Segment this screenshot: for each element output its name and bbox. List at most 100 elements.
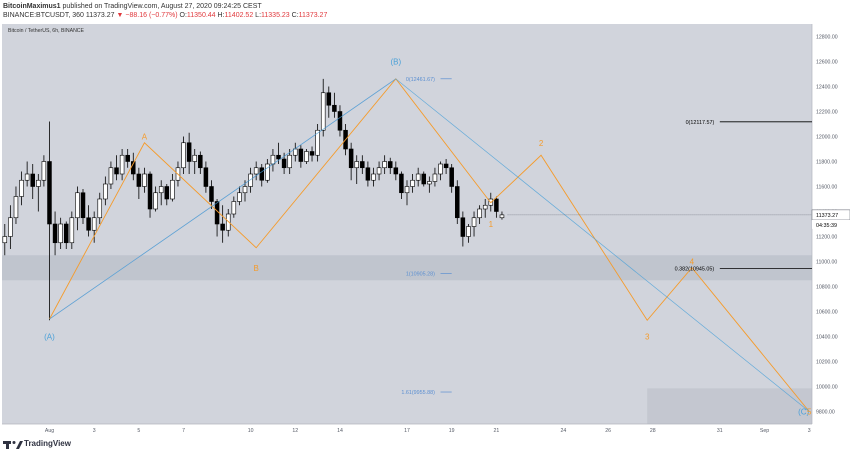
candle-body bbox=[63, 223, 69, 244]
candle-body bbox=[119, 154, 125, 175]
publish-info: published on TradingView.com, August 27,… bbox=[62, 3, 262, 10]
y-tick-label: 11000.00 bbox=[816, 260, 837, 266]
candle-body bbox=[248, 173, 253, 187]
candle-body bbox=[164, 186, 170, 200]
candle-body bbox=[8, 217, 13, 237]
candle-body bbox=[181, 142, 186, 169]
price-chart[interactable]: 12800.00 12600.00 12400.00 12200.00 12000.00… bbox=[0, 24, 850, 436]
right-level-label: 0(12117.57) bbox=[686, 120, 715, 126]
x-tick-label: 19 bbox=[449, 428, 455, 434]
author-name[interactable]: BitcoinMaximus1 bbox=[3, 3, 61, 10]
candle-body bbox=[404, 186, 410, 194]
candle-body bbox=[108, 167, 114, 185]
candle-body bbox=[309, 151, 315, 156]
candle-body bbox=[114, 167, 119, 175]
candle-body bbox=[482, 204, 488, 210]
x-tick-label: 28 bbox=[650, 428, 656, 434]
candle-body bbox=[80, 192, 86, 219]
x-tick-label: 10 bbox=[248, 428, 254, 434]
candle-body bbox=[69, 217, 75, 244]
candle-body bbox=[153, 192, 158, 210]
candle-body bbox=[36, 179, 41, 187]
ohlc-line: BINANCE:BTCUSDT, 360 11373.27 ▼ −88.16 (… bbox=[3, 11, 327, 20]
candle-body bbox=[103, 183, 108, 200]
fib-level-label: 1(10905.28) bbox=[406, 271, 435, 277]
target-zone bbox=[647, 388, 812, 424]
candle-body bbox=[298, 148, 304, 162]
y-tick-label: 10600.00 bbox=[816, 310, 838, 316]
y-tick-label: 9800.00 bbox=[816, 410, 835, 416]
candle-body bbox=[2, 236, 8, 244]
last-price-label: 11373.27 bbox=[816, 213, 838, 219]
tradingview-brand[interactable]: TradingView bbox=[24, 439, 71, 448]
candle-body bbox=[315, 129, 320, 156]
candle-body bbox=[427, 181, 432, 185]
candle-body bbox=[376, 167, 382, 175]
candle-body bbox=[304, 151, 309, 162]
candle-body bbox=[231, 201, 237, 215]
footer: TradingView bbox=[0, 436, 200, 453]
candle-body bbox=[52, 223, 58, 244]
chart-area[interactable]: 12800.00 12600.00 12400.00 12200.00 12000.00… bbox=[0, 24, 850, 444]
x-tick-label: 5 bbox=[137, 428, 140, 434]
plot-background bbox=[2, 24, 812, 424]
candle-body bbox=[170, 179, 175, 200]
candle-body bbox=[348, 148, 354, 169]
candle-body bbox=[186, 142, 192, 162]
candle-body bbox=[97, 198, 103, 219]
candle-body bbox=[259, 167, 265, 181]
chart-title: Bitcoin / TetherUS, 6h, BINANCE bbox=[8, 28, 85, 34]
candle-body bbox=[438, 163, 443, 175]
x-tick-label: 17 bbox=[404, 428, 410, 434]
candle-body bbox=[225, 213, 231, 231]
x-tick-label: 31 bbox=[717, 428, 723, 434]
y-tick-label: 10000.00 bbox=[816, 385, 838, 391]
candle-body bbox=[276, 154, 281, 160]
candle-body bbox=[30, 173, 35, 187]
candle-body bbox=[158, 186, 164, 194]
x-tick-label: Sep bbox=[760, 428, 769, 434]
candle-body bbox=[477, 208, 482, 219]
countdown-label: 04:35:39 bbox=[816, 223, 837, 229]
y-tick-label: 12200.00 bbox=[816, 110, 838, 116]
candle-body bbox=[365, 167, 371, 181]
tradingview-logo-icon bbox=[3, 441, 23, 449]
candle-body bbox=[203, 167, 209, 187]
y-tick-label: 11200.00 bbox=[816, 235, 837, 241]
candle-body bbox=[393, 167, 399, 175]
high-value: 11402.52 bbox=[224, 12, 254, 19]
candle-body bbox=[13, 196, 19, 219]
candle-body bbox=[415, 173, 421, 181]
last-price-text: 11373.27 bbox=[85, 12, 115, 19]
candle-body bbox=[449, 167, 454, 187]
candle-body bbox=[198, 154, 203, 169]
candle-body bbox=[147, 173, 153, 210]
low-label: L: bbox=[255, 12, 262, 19]
candle-body bbox=[471, 217, 477, 227]
x-tick-label: 3 bbox=[93, 428, 96, 434]
candle-body bbox=[47, 161, 52, 225]
wave-label-orange: 5 bbox=[807, 408, 812, 417]
candle-body bbox=[360, 161, 365, 169]
close-value: 11373.27 bbox=[298, 12, 328, 19]
fib-level-label: 1.61(9955.88) bbox=[401, 390, 435, 396]
wave-label-orange: B bbox=[254, 264, 259, 273]
support-zone bbox=[2, 255, 812, 281]
wave-label-orange: 1 bbox=[489, 220, 494, 229]
candle-body bbox=[387, 161, 393, 169]
wave-label-blue: (A) bbox=[44, 333, 55, 342]
x-tick-label: 12 bbox=[292, 428, 298, 434]
x-tick-label: 21 bbox=[493, 428, 499, 434]
candle-body bbox=[432, 173, 438, 182]
y-tick-label: 11600.00 bbox=[816, 185, 837, 191]
candle-body bbox=[455, 186, 460, 219]
wave-label-orange: 3 bbox=[645, 333, 650, 342]
y-tick-label: 11800.00 bbox=[816, 160, 837, 166]
y-tick-label: 12600.00 bbox=[816, 60, 838, 66]
candle-body bbox=[24, 173, 30, 181]
high-label: H: bbox=[217, 12, 225, 19]
blue-wave-path bbox=[49, 78, 810, 412]
candle-body bbox=[136, 173, 142, 187]
low-value: 11335.23 bbox=[261, 12, 290, 19]
candle-body bbox=[125, 154, 130, 162]
